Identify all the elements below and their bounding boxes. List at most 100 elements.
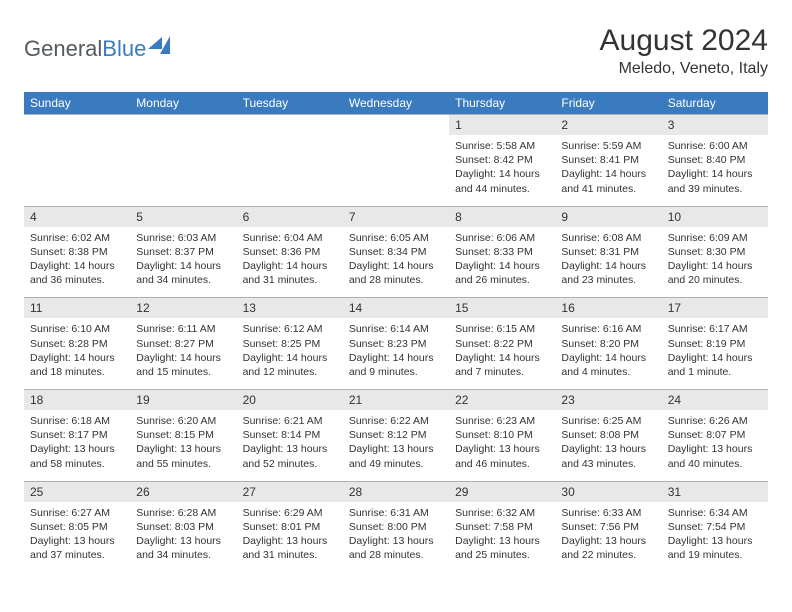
date-cell: Sunrise: 6:25 AMSunset: 8:08 PMDaylight:… [555,410,661,481]
cell-day2: and 46 minutes. [455,457,549,471]
cell-day2: and 39 minutes. [668,182,762,196]
cell-day2: and 43 minutes. [561,457,655,471]
date-number [24,115,130,136]
date-cell: Sunrise: 6:15 AMSunset: 8:22 PMDaylight:… [449,318,555,389]
date-cell: Sunrise: 6:11 AMSunset: 8:27 PMDaylight:… [130,318,236,389]
date-cell: Sunrise: 6:08 AMSunset: 8:31 PMDaylight:… [555,227,661,298]
cell-day2: and 1 minute. [668,365,762,379]
cell-sunset: Sunset: 7:56 PM [561,520,655,534]
date-number: 16 [555,298,661,319]
cell-sunrise: Sunrise: 6:32 AM [455,506,549,520]
cell-sunrise: Sunrise: 6:11 AM [136,322,230,336]
date-cell: Sunrise: 6:18 AMSunset: 8:17 PMDaylight:… [24,410,130,481]
cell-day2: and 20 minutes. [668,273,762,287]
date-cell: Sunrise: 6:20 AMSunset: 8:15 PMDaylight:… [130,410,236,481]
cell-day1: Daylight: 14 hours [136,351,230,365]
date-cell: Sunrise: 6:14 AMSunset: 8:23 PMDaylight:… [343,318,449,389]
cell-sunrise: Sunrise: 6:21 AM [243,414,337,428]
cell-sunset: Sunset: 8:36 PM [243,245,337,259]
cell-day1: Daylight: 14 hours [455,351,549,365]
cell-sunset: Sunset: 8:28 PM [30,337,124,351]
calendar-page: GeneralBlue August 2024 Meledo, Veneto, … [0,0,792,572]
cell-day2: and 41 minutes. [561,182,655,196]
cell-sunset: Sunset: 8:25 PM [243,337,337,351]
date-number: 11 [24,298,130,319]
cell-sunset: Sunset: 8:17 PM [30,428,124,442]
cell-day2: and 36 minutes. [30,273,124,287]
cell-day1: Daylight: 13 hours [30,534,124,548]
cell-sunrise: Sunrise: 6:09 AM [668,231,762,245]
cell-sunrise: Sunrise: 6:25 AM [561,414,655,428]
logo-part1: General [24,36,102,61]
cell-sunset: Sunset: 8:40 PM [668,153,762,167]
cell-day2: and 31 minutes. [243,548,337,562]
cell-sunset: Sunset: 8:34 PM [349,245,443,259]
cell-sunset: Sunset: 8:14 PM [243,428,337,442]
date-cell: Sunrise: 6:12 AMSunset: 8:25 PMDaylight:… [237,318,343,389]
date-number [237,115,343,136]
cell-sunrise: Sunrise: 6:15 AM [455,322,549,336]
date-number: 10 [662,206,768,227]
cell-day2: and 18 minutes. [30,365,124,379]
cell-day1: Daylight: 14 hours [561,351,655,365]
cell-sunset: Sunset: 8:15 PM [136,428,230,442]
cell-day2: and 12 minutes. [243,365,337,379]
cell-day1: Daylight: 14 hours [136,259,230,273]
date-number: 2 [555,115,661,136]
day-header: Sunday [24,92,130,115]
cell-sunrise: Sunrise: 6:34 AM [668,506,762,520]
cell-sunset: Sunset: 8:19 PM [668,337,762,351]
date-number [343,115,449,136]
day-header: Thursday [449,92,555,115]
date-data-row: Sunrise: 6:10 AMSunset: 8:28 PMDaylight:… [24,318,768,389]
date-cell: Sunrise: 6:28 AMSunset: 8:03 PMDaylight:… [130,502,236,573]
calendar-body: 12 3 Sunrise: 5:58 AMSunset: 8:42 PMDaylig… [24,115,768,573]
cell-day2: and 26 minutes. [455,273,549,287]
cell-day1: Daylight: 13 hours [455,534,549,548]
date-cell: Sunrise: 6:04 AMSunset: 8:36 PMDaylight:… [237,227,343,298]
cell-sunset: Sunset: 8:10 PM [455,428,549,442]
date-number: 26 [130,481,236,502]
date-number: 20 [237,390,343,411]
date-number: 6 [237,206,343,227]
cell-sunset: Sunset: 8:05 PM [30,520,124,534]
date-cell [130,135,236,206]
cell-sunset: Sunset: 8:03 PM [136,520,230,534]
cell-day2: and 55 minutes. [136,457,230,471]
date-cell: Sunrise: 6:33 AMSunset: 7:56 PMDaylight:… [555,502,661,573]
cell-sunrise: Sunrise: 6:26 AM [668,414,762,428]
date-number: 15 [449,298,555,319]
cell-sunrise: Sunrise: 6:29 AM [243,506,337,520]
cell-day1: Daylight: 13 hours [668,442,762,456]
date-data-row: Sunrise: 5:58 AMSunset: 8:42 PMDaylight:… [24,135,768,206]
date-number: 27 [237,481,343,502]
cell-day1: Daylight: 13 hours [136,534,230,548]
cell-day1: Daylight: 14 hours [30,259,124,273]
cell-day1: Daylight: 14 hours [30,351,124,365]
cell-sunrise: Sunrise: 6:02 AM [30,231,124,245]
date-number: 3 [662,115,768,136]
cell-day1: Daylight: 13 hours [455,442,549,456]
cell-day2: and 4 minutes. [561,365,655,379]
logo-text: GeneralBlue [24,36,146,62]
date-cell: Sunrise: 6:03 AMSunset: 8:37 PMDaylight:… [130,227,236,298]
cell-sunrise: Sunrise: 6:00 AM [668,139,762,153]
day-header: Tuesday [237,92,343,115]
date-cell: Sunrise: 6:00 AMSunset: 8:40 PMDaylight:… [662,135,768,206]
date-number: 9 [555,206,661,227]
cell-sunset: Sunset: 8:12 PM [349,428,443,442]
date-cell: Sunrise: 6:09 AMSunset: 8:30 PMDaylight:… [662,227,768,298]
date-number: 14 [343,298,449,319]
date-number [130,115,236,136]
cell-sunset: Sunset: 7:58 PM [455,520,549,534]
cell-day1: Daylight: 13 hours [349,442,443,456]
date-number: 21 [343,390,449,411]
date-number: 12 [130,298,236,319]
cell-sunset: Sunset: 8:00 PM [349,520,443,534]
date-number: 23 [555,390,661,411]
cell-day2: and 15 minutes. [136,365,230,379]
date-cell: Sunrise: 5:59 AMSunset: 8:41 PMDaylight:… [555,135,661,206]
cell-sunset: Sunset: 8:01 PM [243,520,337,534]
date-cell: Sunrise: 5:58 AMSunset: 8:42 PMDaylight:… [449,135,555,206]
cell-day2: and 25 minutes. [455,548,549,562]
